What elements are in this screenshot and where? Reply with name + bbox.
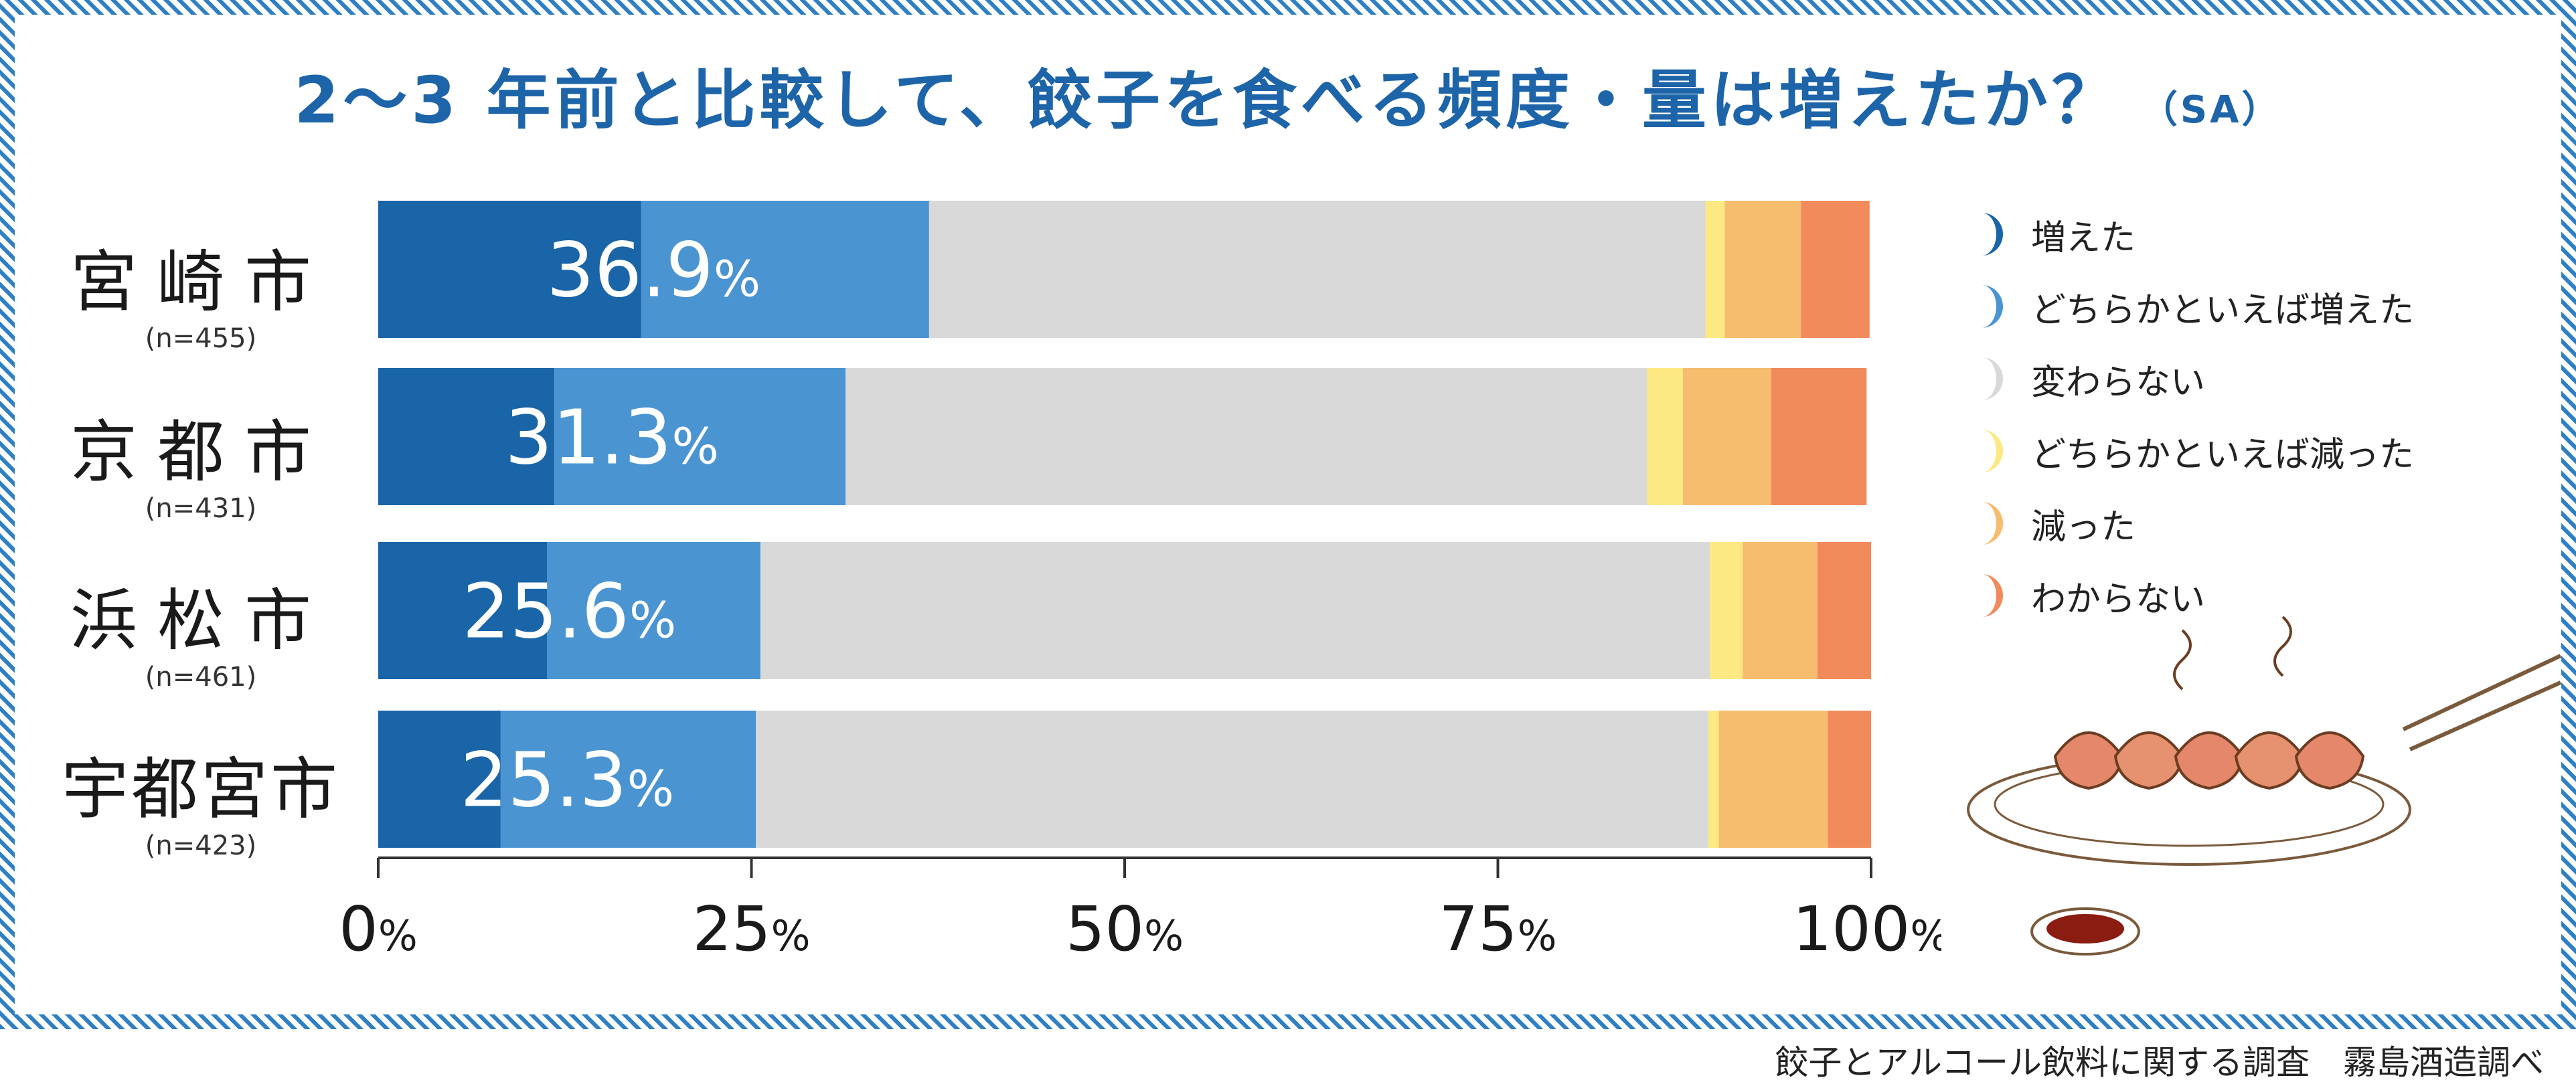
- crescent-icon: [1982, 285, 2003, 328]
- city-label-2: 浜松市 (n=461): [60, 566, 341, 693]
- bar-segment: [500, 711, 756, 848]
- stacked-bar-chart: 36.9%31.3%25.6%25.3%0%25%50%75%100%: [339, 201, 1941, 965]
- crescent-icon: [1982, 502, 2003, 545]
- bar-segment: [1817, 542, 1871, 679]
- bar-segment: [1743, 542, 1818, 679]
- legend-swatch: [1982, 574, 2003, 617]
- city-name: 宮崎市: [70, 243, 331, 321]
- legend-label: わからない: [2031, 579, 2206, 620]
- bar-segment: [1801, 201, 1870, 338]
- chart-title: 2～3 年前と比較して、餃子を食べる頻度・量は増えたか？ （SA）: [0, 48, 2576, 141]
- bar-segment: [554, 368, 846, 505]
- bar-segment: [378, 711, 501, 848]
- legend-label: どちらかといえば増えた: [2031, 290, 2415, 331]
- crescent-icon: [1982, 357, 2003, 400]
- city-label-0: 宮崎市 (n=455): [60, 228, 341, 354]
- legend-label: 増えた: [2031, 217, 2136, 258]
- bar-segment: [378, 201, 641, 338]
- chopstick: [2402, 654, 2562, 731]
- soy-sauce: [2046, 914, 2124, 943]
- sample-size: (n=423): [145, 830, 257, 861]
- chopstick: [2409, 681, 2562, 751]
- bar-segment: [1705, 201, 1725, 338]
- gyoza-plate-icon: [1967, 616, 2562, 956]
- legend-item: 減った: [1961, 487, 2414, 559]
- bar-segment: [929, 201, 1706, 338]
- crescent-icon: [1982, 213, 2003, 256]
- sample-size: (n=455): [145, 323, 257, 354]
- x-tick-label: 75%: [1439, 893, 1557, 965]
- legend-label: 変わらない: [2031, 362, 2206, 403]
- bar-segment: [1718, 711, 1828, 848]
- crescent-icon: [1982, 430, 2003, 472]
- bar-segment: [1724, 201, 1801, 338]
- bar-segment: [1647, 368, 1683, 505]
- bar-segment: [756, 711, 1708, 848]
- bar-segment: [760, 542, 1710, 679]
- city-name: 京都市: [70, 413, 331, 491]
- bar-segment: [1710, 542, 1743, 679]
- legend-swatch: [1982, 285, 2003, 328]
- legend-swatch: [1982, 502, 2003, 545]
- legend-item: わからない: [1961, 559, 2414, 632]
- x-tick-label: 25%: [693, 893, 811, 965]
- legend-swatch: [1982, 357, 2003, 400]
- source-note: 餃子とアルコール飲料に関する調査 霧島酒造調べ: [1775, 1043, 2545, 1082]
- x-tick-label: 100%: [1793, 893, 1941, 965]
- legend-swatch: [1982, 213, 2003, 256]
- city-name: 浜松市: [70, 581, 331, 660]
- legend-item: どちらかといえば減った: [1961, 415, 2414, 487]
- bar-segment: [641, 201, 929, 338]
- legend-item: 増えた: [1961, 198, 2414, 270]
- x-tick-label: 50%: [1066, 893, 1184, 965]
- sample-size: (n=431): [145, 493, 257, 524]
- bar-segment: [378, 368, 555, 505]
- legend-item: 変わらない: [1961, 343, 2414, 415]
- city-label-3: 宇都宮市 (n=423): [60, 735, 341, 861]
- legend-label: どちらかといえば減った: [2031, 434, 2415, 475]
- bar-segment: [1708, 711, 1719, 848]
- steam: [2273, 616, 2292, 677]
- sample-size: (n=461): [145, 662, 257, 693]
- title-main: 2～3 年前と比較して、餃子を食べる頻度・量は増えたか？: [294, 63, 2120, 138]
- gyoza: [2294, 731, 2365, 790]
- bar-segment: [1828, 711, 1871, 848]
- legend-swatch: [1982, 430, 2003, 472]
- bar-segment: [846, 368, 1647, 505]
- x-tick-label: 0%: [339, 893, 417, 965]
- city-label-1: 京都市 (n=431): [60, 397, 341, 524]
- legend: 増えた どちらかといえば増えた 変わらない どちらかといえば減った 減った わか…: [1961, 198, 2414, 632]
- striped-frame: [0, 0, 2576, 1029]
- legend-item: どちらかといえば増えた: [1961, 270, 2414, 343]
- bar-segment: [547, 542, 760, 679]
- city-name: 宇都宮市: [62, 750, 340, 828]
- bar-segment: [378, 542, 547, 679]
- bar-segment: [1771, 368, 1867, 505]
- bar-segment: [1683, 368, 1771, 505]
- steam: [2173, 629, 2192, 691]
- legend-label: 減った: [2031, 507, 2136, 547]
- title-suffix: （SA）: [2140, 88, 2282, 132]
- crescent-icon: [1982, 574, 2003, 617]
